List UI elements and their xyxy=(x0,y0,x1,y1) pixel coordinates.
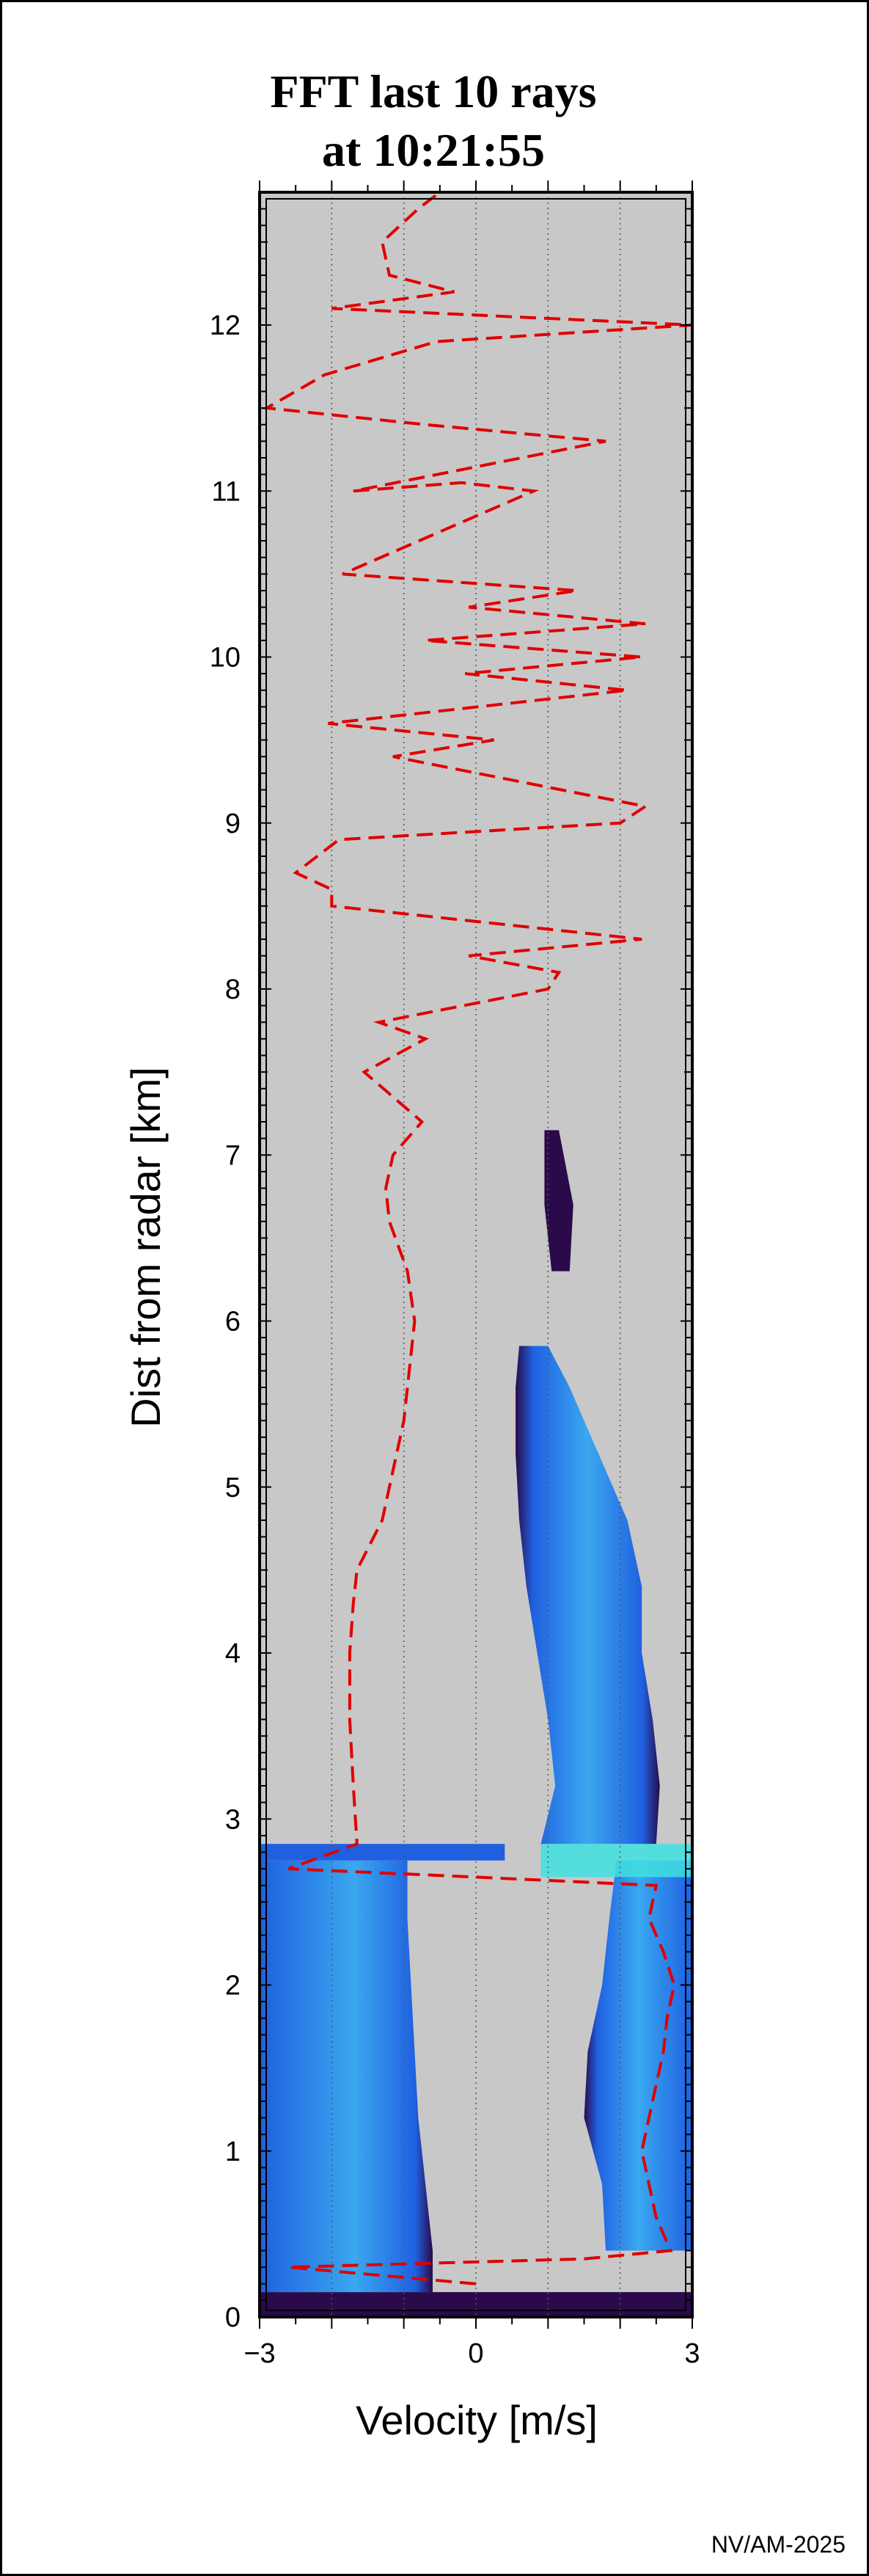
y-tick-label: 12 xyxy=(210,310,241,341)
y-tick-label: 6 xyxy=(225,1307,241,1338)
y-tick-label: 3 xyxy=(225,1804,241,1835)
spectrum-band-clutter-near-radar xyxy=(260,2292,692,2317)
spectrum-peak-band xyxy=(540,1844,692,1878)
chart-title-line-1: FFT last 10 rays xyxy=(270,65,596,117)
x-tick-label: 3 xyxy=(684,2338,700,2369)
spectrum-band-lower-layer-negative xyxy=(260,1860,433,2293)
x-tick-label: 0 xyxy=(468,2338,483,2369)
chart-title-line-2: at 10:21:55 xyxy=(322,124,545,176)
y-tick-label: 10 xyxy=(210,643,241,674)
y-tick-label: 9 xyxy=(225,809,241,839)
y-axis-label: Dist from radar [km] xyxy=(122,1067,169,1428)
spectrum-band-band-at-2.8km xyxy=(260,1844,505,1861)
plot-frame-inner xyxy=(265,198,686,2311)
y-tick-label: 4 xyxy=(225,1638,241,1669)
x-axis-label: Velocity [m/s] xyxy=(356,2397,598,2443)
mean-velocity-curve xyxy=(262,191,693,2285)
y-tick-label: 0 xyxy=(225,2302,241,2333)
spectrum-band-upper-echo xyxy=(516,1346,660,1845)
y-tick-label: 8 xyxy=(225,974,241,1005)
credit-label: NV/AM-2025 xyxy=(711,2531,846,2558)
spectrum-band-upper-echo-wisps xyxy=(544,1130,573,1271)
y-tick-label: 2 xyxy=(225,1971,241,2002)
y-tick-label: 11 xyxy=(212,476,241,507)
y-tick-label: 1 xyxy=(225,2137,241,2167)
x-tick-label: −3 xyxy=(243,2338,275,2369)
y-tick-label: 5 xyxy=(225,1473,241,1503)
y-tick-label: 7 xyxy=(225,1140,241,1171)
